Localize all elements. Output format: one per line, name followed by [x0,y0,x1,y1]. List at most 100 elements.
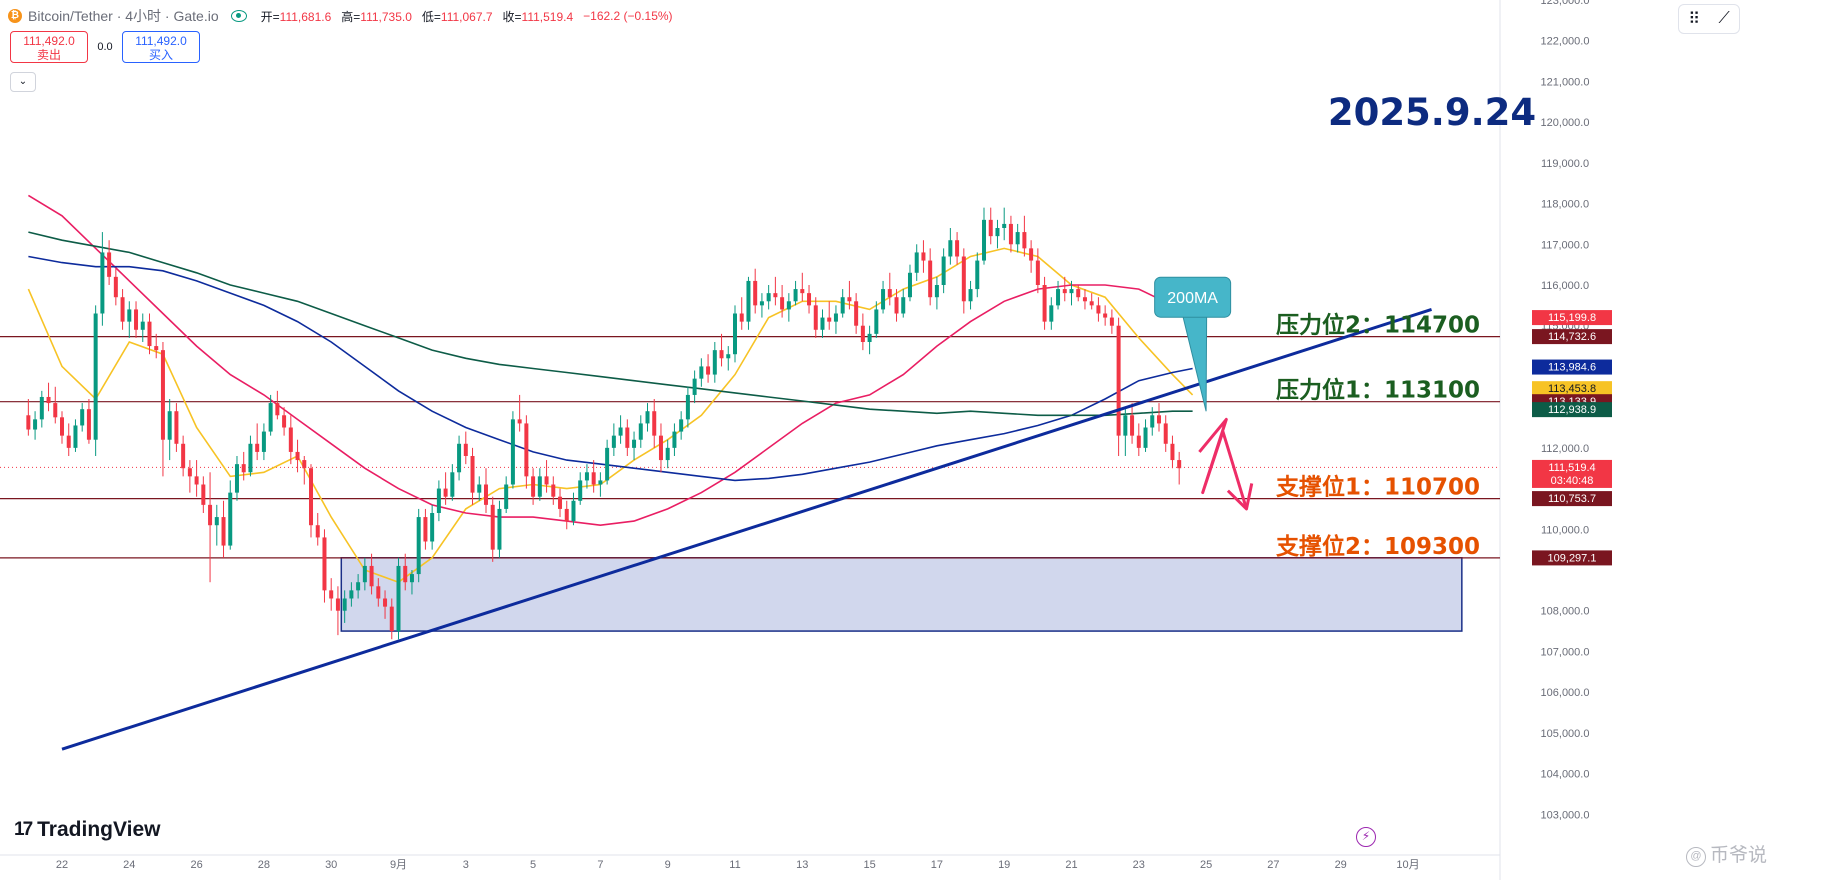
candle [194,460,199,497]
candle [383,590,388,619]
candle [73,419,78,452]
candle [645,403,650,432]
symbol-title[interactable]: Bitcoin/Tether · 4小时 · Gate.io [28,8,219,24]
trend-line-icon[interactable]: ⟋ [1718,10,1730,27]
eye-icon[interactable] [230,10,247,22]
candle [625,419,630,456]
candle-body [813,305,818,330]
candle [901,289,906,318]
candle [234,456,239,501]
projection-arrowhead [1226,483,1254,511]
candle [376,578,381,607]
candle-body [1082,297,1087,302]
candle-body [1089,301,1094,306]
candle-body [1170,443,1175,461]
candle [867,325,872,355]
candle-body [430,513,435,542]
callout-box [1154,276,1232,318]
candle-body [342,598,347,611]
buy-price: 111,492.0 [135,34,187,48]
price-label-text: 109,297.1 [1548,552,1597,564]
buy-label: 买入 [148,48,173,62]
candle [780,285,785,318]
x-tick-label: 21 [1065,859,1077,871]
price-axis-label: 111,519.403:40:48 [1532,459,1612,488]
candle-body [228,492,233,546]
candle [1109,309,1114,334]
candle-body [1002,223,1007,228]
watermark: @ 币爷说 [1686,840,1767,867]
candle [208,472,213,583]
candle-body [907,272,912,298]
candle-body [282,415,287,428]
x-tick-label: 25 [1200,859,1212,871]
candle [948,228,953,265]
candle [975,252,980,298]
candle [968,280,973,310]
candle-body [221,517,226,546]
candle-body [1143,427,1148,448]
y-tick-label: 123,000.0 [1541,0,1590,7]
x-tick-label: 9 [665,859,671,871]
candle [255,423,260,461]
candle-body [571,500,576,522]
candle [544,460,549,493]
candle [733,305,737,363]
candle [1002,207,1007,241]
candle [436,480,441,522]
x-tick-label: 27 [1267,859,1279,871]
candle [33,411,38,440]
candle-body [80,409,85,426]
candle [517,394,522,432]
projection-path [1198,417,1248,510]
candle-body [1123,415,1128,436]
candle-body [1136,435,1141,448]
candle-body [638,423,643,440]
candle [1177,451,1182,485]
candle [1156,403,1161,432]
candle [295,439,300,473]
candle [833,305,838,334]
candle-body [60,417,64,436]
price-label-text: 111,519.4 [1548,462,1595,474]
candle-body [712,350,717,375]
candle [706,354,711,383]
moving-average-line [28,255,1193,482]
price-label-text: 110,753.7 [1548,493,1596,505]
symbol-header: ₿ Bitcoin/Tether · 4小时 · Gate.io 开=111,6… [8,6,673,26]
candle [921,240,926,273]
change-value: −162.2 (−0.15%) [583,9,673,23]
candle-body [766,293,771,302]
candle [1103,305,1108,326]
buy-button[interactable]: 111,492.0 买入 [122,31,200,63]
sell-button[interactable]: 111,492.0 卖出 [10,31,88,63]
dots-grid-icon[interactable]: ⠿ [1688,11,1700,28]
lightning-icon[interactable]: ⚡ [1356,827,1376,847]
candle-body [1022,232,1027,249]
candle [854,293,859,334]
level-label-support: 支撑位1：110700 [1275,474,1480,501]
collapse-button[interactable]: ⌄ [10,72,36,92]
x-tick-label: 28 [258,859,270,871]
ma-callout: 200MA [1154,276,1232,412]
candle-body [1069,289,1074,294]
candle-body [416,517,421,575]
candle-body [968,289,973,302]
candle-body [187,468,192,477]
moving-average-line [27,247,1194,584]
candle [820,309,825,338]
candle-body [584,472,589,481]
candle-body [403,565,408,583]
candle-body [107,252,112,277]
price-label-text: 113,453.8 [1548,383,1596,395]
x-tick-label: 13 [796,859,808,871]
candle [1042,276,1047,330]
candle-body [1163,423,1168,444]
x-tick-label: 26 [190,859,202,871]
candle [510,411,515,489]
candle [840,289,845,318]
candle [60,411,64,444]
candle-body [1116,325,1121,436]
candle-body [510,419,515,485]
